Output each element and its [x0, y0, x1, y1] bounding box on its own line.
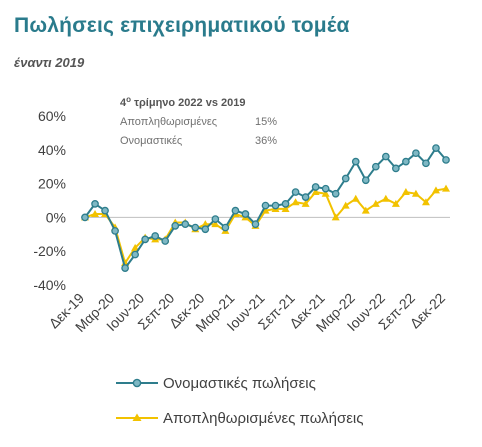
- data-point-deflated: [291, 198, 300, 206]
- annotation-value-deflated: 15%: [255, 116, 277, 128]
- data-point-nominal: [422, 159, 430, 168]
- annotation-label-nominal: Ονομαστικές: [120, 135, 182, 147]
- data-point-nominal: [251, 220, 260, 229]
- data-point-deflated: [201, 220, 210, 228]
- data-point-nominal: [271, 201, 280, 210]
- data-point-nominal: [101, 206, 109, 215]
- legend-marker-nominal: [132, 378, 142, 388]
- data-point-deflated: [381, 194, 390, 202]
- chart-subtitle: έναντι 2019: [14, 55, 85, 70]
- data-point-deflated: [321, 189, 330, 197]
- data-point-nominal: [281, 200, 290, 208]
- data-point-nominal: [361, 176, 370, 185]
- data-point-nominal: [241, 210, 250, 218]
- data-point-nominal: [301, 193, 310, 201]
- data-point-deflated: [131, 243, 140, 251]
- data-point-deflated: [442, 184, 450, 192]
- data-point-nominal: [351, 157, 360, 166]
- data-point-nominal: [191, 223, 200, 232]
- data-point-nominal: [412, 149, 420, 158]
- annotation-label-deflated: Αποπληθωρισμένες: [120, 116, 217, 128]
- data-point-deflated: [431, 186, 440, 194]
- y-tick-label: 0%: [46, 209, 66, 225]
- data-point-nominal: [371, 162, 380, 171]
- data-point-nominal: [311, 183, 320, 191]
- series-nominal: [81, 144, 450, 272]
- data-point-nominal: [131, 250, 139, 259]
- data-point-deflated: [421, 198, 430, 206]
- data-point-nominal: [341, 174, 350, 183]
- data-point-deflated: [351, 194, 360, 202]
- legend-label-deflated: Αποπληθωρισμένες πωλήσεις: [163, 410, 363, 427]
- y-tick-label: -40%: [33, 277, 66, 293]
- data-point-deflated: [211, 220, 220, 228]
- data-point-deflated: [331, 213, 340, 221]
- data-point-nominal: [331, 189, 340, 198]
- y-axis: -40% -20% 0% 20% 40% 60%: [33, 108, 66, 293]
- data-point-nominal: [81, 213, 89, 222]
- data-point-nominal: [432, 144, 440, 152]
- data-point-nominal: [111, 227, 119, 235]
- legend: Ονομαστικές πωλήσεις Αποπληθωρισμένες πω…: [116, 375, 363, 427]
- data-point-nominal: [121, 264, 129, 272]
- annotation-title-superscript: ο: [126, 95, 131, 104]
- annotation-title-text: τρίμηνο 2022 vs 2019: [131, 97, 245, 109]
- data-point-nominal: [321, 184, 330, 193]
- data-point-deflated: [401, 188, 410, 196]
- data-point-nominal: [141, 235, 150, 244]
- y-tick-label: 60%: [38, 108, 66, 124]
- y-tick-label: -20%: [33, 243, 66, 259]
- data-point-deflated: [361, 206, 370, 214]
- series-layer: [81, 144, 450, 272]
- data-point-deflated: [311, 188, 320, 196]
- legend-item-nominal: Ονομαστικές πωλήσεις: [116, 375, 316, 392]
- annotation-title-number: 4: [120, 97, 127, 109]
- data-point-nominal: [201, 225, 210, 234]
- data-point-deflated: [411, 189, 420, 197]
- data-point-nominal: [161, 237, 170, 245]
- legend-marker-deflated: [132, 413, 142, 421]
- data-point-nominal: [221, 223, 230, 232]
- data-point-deflated: [281, 204, 290, 212]
- annotation-box: 4ο τρίμηνο 2022 vs 2019 Αποπληθωρισμένες…: [120, 95, 277, 147]
- chart-title: Πωλήσεις επιχειρηματικού τομέα: [14, 14, 350, 37]
- series-line-deflated: [84, 187, 447, 264]
- data-point-nominal: [231, 206, 240, 215]
- data-point-nominal: [291, 188, 300, 196]
- y-tick-label: 20%: [38, 176, 66, 192]
- data-point-nominal: [381, 152, 390, 161]
- data-point-nominal: [442, 156, 450, 164]
- data-point-deflated: [301, 199, 310, 207]
- data-point-nominal: [181, 220, 190, 229]
- data-point-nominal: [402, 157, 410, 166]
- data-point-deflated: [91, 210, 100, 218]
- data-point-deflated: [371, 199, 380, 207]
- data-point-nominal: [211, 215, 220, 223]
- data-point-nominal: [91, 200, 99, 208]
- annotation-value-nominal: 36%: [255, 135, 277, 147]
- data-point-nominal: [171, 222, 180, 230]
- data-point-nominal: [392, 164, 400, 173]
- data-point-deflated: [391, 199, 400, 207]
- data-point-deflated: [261, 206, 270, 214]
- annotation-title: 4ο τρίμηνο 2022 vs 2019: [120, 95, 245, 109]
- data-point-nominal: [151, 232, 160, 240]
- x-axis: Δεκ-19Μαρ-20Ιουν-20Σεπ-20Δεκ-20Μαρ-21Ιου…: [46, 290, 449, 335]
- legend-label-nominal: Ονομαστικές πωλήσεις: [163, 375, 316, 392]
- data-point-deflated: [341, 201, 350, 209]
- y-tick-label: 40%: [38, 142, 66, 158]
- data-point-nominal: [261, 201, 270, 210]
- legend-item-deflated: Αποπληθωρισμένες πωλήσεις: [116, 410, 363, 427]
